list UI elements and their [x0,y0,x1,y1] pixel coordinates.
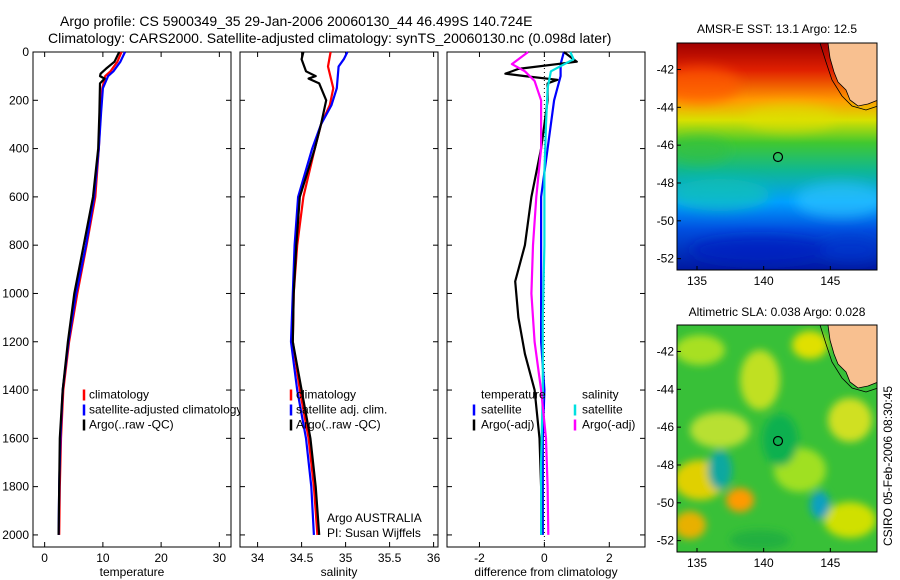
legend-salinity-label: satellite [582,403,623,417]
sst-map-ytick-label: -46 [657,138,675,152]
sst-map [677,43,877,270]
temperature-profile-ytick-label: 800 [9,238,29,252]
temperature-profile-legend-label: satellite-adjusted climatology [89,403,242,417]
footer-stamp: CSIRO 05-Feb-2006 08:30:45 [881,386,895,546]
tasmania-sst [827,43,877,107]
sla-map-ytick-label: -50 [657,496,675,510]
temperature-profile-xlabel: temperature [100,565,165,579]
header-line-1: Argo profile: CS 5900349_35 29-Jan-2006 … [60,13,533,29]
temperature-profile-xtick-label: 20 [154,551,168,565]
salinity-profile-xtick-label: 35 [339,551,353,565]
sla-map-axes: 135 140 145 -42 -44 -46 -48 -50 -52 [657,344,841,570]
header-line-2: Climatology: CARS2000. Satellite-adjuste… [48,30,611,46]
sst-field-texture [677,67,877,264]
temperature-profile-xtick-label: 10 [96,551,110,565]
temperature-profile-legend-label: climatology [89,388,149,402]
sla-map-xtick-label: 135 [687,556,707,570]
sst-map-title: AMSR-E SST: 13.1 Argo: 12.5 [697,22,857,36]
legend-salinity-title: salinity [582,388,619,402]
shelf-contour-sla [819,325,877,393]
sla-field-texture [677,331,876,550]
salinity-profile-frame [239,51,439,548]
sla-map-ytick-label: -44 [657,382,675,396]
difference-profile-xtick-label: 0 [541,551,548,565]
sst-map-xtick-label: 145 [820,274,840,288]
salinity-profile-xtick-label: 34.5 [290,551,314,565]
temperature-profile-ytick-label: 1200 [2,335,29,349]
argo-credit-line: Argo AUSTRALIA [327,511,422,525]
sst-map-axes: 135 140 145 -42 -44 -46 -48 -50 -52 [657,62,841,288]
salinity-profile-xlabel: salinity [321,565,358,579]
temperature-profile-series-2 [57,51,121,535]
temperature-profile-frame [32,51,232,548]
shelf-contour-sst [819,43,877,111]
temperature-profile-xtick-label: 30 [213,551,227,565]
salinity-profile-panel: 34 34.5 35 35.5 36 salinity climatologysatelli… [239,51,441,579]
difference-profile-xtick-label: -2 [474,551,485,565]
temperature-profile-ytick-label: 0 [22,45,29,59]
sst-map-xtick-label: 135 [687,274,707,288]
salinity-profile-series-0 [291,51,335,535]
difference-profile-series-0 [540,51,565,535]
temperature-profile-ytick-label: 1800 [2,480,29,494]
sla-map-title: Altimetric SLA: 0.038 Argo: 0.028 [689,305,866,319]
temperature-profile-ytick-label: 1600 [2,431,29,445]
sst-map-ytick-label: -48 [657,176,675,190]
temperature-profile-xtick-label: 0 [41,551,48,565]
temperature-profile-ytick-label: 2000 [2,528,29,542]
salinity-profile-legend-label: Argo(..raw -QC) [296,418,381,432]
sla-map-ytick-label: -48 [657,458,675,472]
sst-map-ytick-label: -52 [657,252,675,266]
difference-profile-series-2 [540,51,575,535]
legend-temperature-label: Argo(-adj) [481,418,534,432]
sla-map-ytick-label: -42 [657,344,675,358]
temperature-profile-ytick-label: 400 [9,142,29,156]
sla-map-frame [676,324,878,553]
sla-map-ytick-label: -52 [657,534,675,548]
difference-profile-xlabel: difference from climatology [474,565,617,579]
legend-temperature-label: satellite [481,403,522,417]
temperature-profile-legend-label: Argo(..raw -QC) [89,418,174,432]
salinity-profile-xtick-label: 34 [251,551,265,565]
sst-map-ytick-label: -50 [657,214,675,228]
difference-profile-series-3 [510,51,550,535]
temperature-profile-panel: 0 10 20 30 temperature 0 200 400 600 800 1000 1200 1… [2,45,242,579]
sla-map-xtick-label: 140 [754,556,774,570]
salinity-profile-xtick-label: 36 [427,551,441,565]
salinity-profile-series-2 [291,51,328,535]
sst-map-ytick-label: -42 [657,62,675,76]
salinity-profile-xtick-label: 35.5 [378,551,402,565]
sst-float-marker [772,151,784,163]
sst-map-ytick-label: -44 [657,100,675,114]
sla-map-xtick-label: 145 [820,556,840,570]
temperature-profile-ytick-label: 1000 [2,286,29,300]
temperature-profile-ytick-label: 600 [9,190,29,204]
salinity-profile-series-1 [289,51,349,535]
sla-map-ytick-label: -46 [657,420,675,434]
sst-map-frame [676,42,878,271]
temperature-profile-ytick-label: 200 [9,93,29,107]
argo-credit-line: PI: Susan Wijffels [327,526,421,540]
sla-float-marker [772,435,784,447]
salinity-profile-legend-label: satellite adj. clim. [296,403,387,417]
difference-profile-xtick-label: 2 [606,551,613,565]
sla-map [677,325,877,552]
sst-map-xtick-label: 140 [754,274,774,288]
tasmania-sla [827,325,877,389]
legend-temperature-title: temperature [481,388,546,402]
temperature-profile-ytick-label: 1400 [2,383,29,397]
salinity-profile-legend-label: climatology [296,388,356,402]
legend-salinity-label: Argo(-adj) [582,418,635,432]
